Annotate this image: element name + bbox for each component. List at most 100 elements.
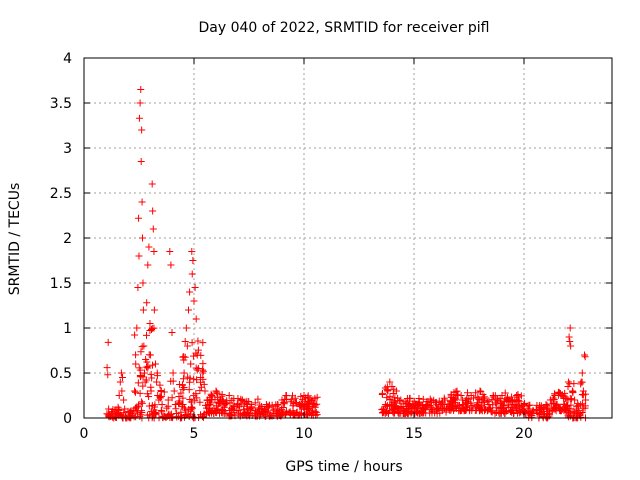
data-point [386, 392, 394, 400]
data-point [134, 409, 142, 417]
data-point [104, 338, 112, 346]
data-point [105, 411, 113, 419]
data-point [192, 315, 200, 323]
data-point [135, 252, 143, 260]
data-point [104, 371, 112, 379]
data-point [279, 409, 287, 417]
data-point [378, 406, 386, 414]
data-point [145, 402, 153, 410]
data-point [483, 407, 491, 415]
data-point [488, 408, 496, 416]
data-point [149, 225, 157, 233]
data-point [430, 396, 438, 404]
data-point [571, 396, 579, 404]
x-tick-label: 5 [190, 426, 199, 442]
data-point [214, 394, 222, 402]
data-point [151, 411, 159, 419]
data-point [132, 351, 140, 359]
data-point [499, 404, 507, 412]
data-point [132, 413, 140, 421]
data-point [554, 403, 562, 411]
data-point [461, 398, 469, 406]
data-point [167, 261, 175, 269]
data-point [149, 361, 157, 369]
data-point [456, 406, 464, 414]
data-point [457, 392, 465, 400]
data-point [565, 405, 573, 413]
data-point [388, 401, 396, 409]
y-tick-label: 3 [63, 141, 72, 157]
data-point [278, 410, 286, 418]
data-point [525, 401, 533, 409]
data-point [157, 387, 165, 395]
data-point [288, 396, 296, 404]
data-point [166, 248, 174, 255]
data-point [568, 395, 576, 403]
y-tick-label: 0 [63, 411, 72, 427]
data-point [181, 338, 189, 345]
data-point [578, 390, 586, 398]
y-tick-label: 1.5 [50, 276, 72, 292]
data-point [193, 376, 201, 384]
data-point [493, 399, 501, 407]
data-point [127, 407, 135, 415]
data-point [420, 406, 428, 414]
data-point [198, 366, 206, 374]
data-point [562, 403, 570, 411]
data-point [477, 406, 485, 414]
data-point [186, 288, 194, 296]
data-point [136, 372, 144, 380]
data-point [150, 248, 158, 255]
data-point [136, 99, 144, 107]
data-point [188, 404, 196, 412]
data-point [189, 257, 197, 264]
data-point [569, 389, 577, 397]
data-point [292, 399, 300, 407]
data-point [504, 401, 512, 409]
data-point [427, 406, 435, 414]
data-point [218, 392, 226, 400]
data-point [573, 403, 581, 411]
data-point [182, 324, 190, 332]
data-point [581, 351, 588, 359]
data-point [303, 401, 311, 409]
data-point [199, 367, 207, 375]
data-point [191, 396, 199, 404]
data-point [301, 397, 309, 405]
data-point [264, 402, 272, 410]
data-point [466, 407, 474, 415]
data-point [411, 400, 419, 408]
data-point [139, 306, 147, 314]
data-point [116, 378, 124, 386]
data-point [150, 324, 158, 332]
data-point [257, 410, 265, 418]
data-point [390, 397, 398, 405]
data-point [235, 407, 243, 415]
data-point [565, 333, 573, 341]
data-point [131, 331, 139, 339]
y-tick-label: 1 [63, 321, 72, 337]
y-tick-label: 2 [63, 231, 72, 247]
data-point [401, 409, 409, 417]
data-point [439, 401, 447, 409]
data-point [132, 360, 140, 368]
data-point [476, 387, 484, 395]
data-point [185, 386, 193, 394]
data-point [464, 389, 472, 397]
grid-lines [84, 58, 612, 418]
data-point [156, 394, 164, 402]
data-point [144, 364, 152, 372]
data-point [191, 284, 199, 291]
data-point [133, 324, 141, 332]
data-point [279, 399, 287, 407]
data-point [407, 403, 415, 411]
data-point [180, 369, 188, 377]
data-point [474, 401, 482, 409]
data-point [152, 360, 159, 368]
data-point [574, 400, 582, 408]
y-tick-label: 4 [63, 51, 72, 67]
data-point [404, 402, 412, 410]
data-point [119, 374, 126, 381]
data-point [153, 372, 161, 380]
